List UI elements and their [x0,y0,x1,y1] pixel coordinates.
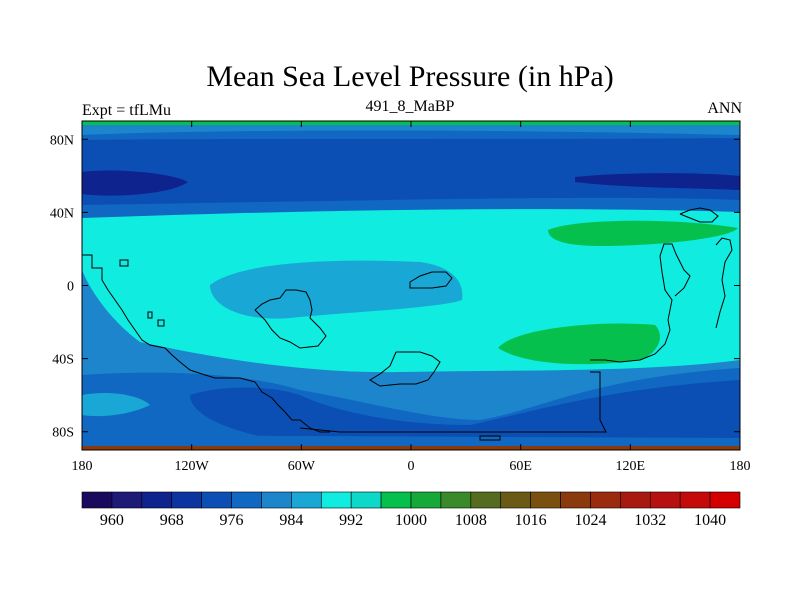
colorbar-swatch [141,491,173,509]
coastline-equatorial [409,271,453,289]
colorbar-label: 1016 [515,512,547,529]
colorbar-swatch [649,491,681,509]
coastline-north-asia [679,207,719,223]
x-tick-label: 60E [509,459,532,474]
coastline-asia [590,243,691,363]
coastline-americas [82,254,330,433]
y-tick-label: 0 [67,280,74,295]
colorbar-swatch [410,491,442,509]
season-label: ANN [707,100,742,117]
colorbar-swatch [81,491,113,509]
colorbar-swatch [320,491,352,509]
field-low-center-east [575,173,740,190]
field-tropics-low [210,260,463,319]
colorbar-label: 992 [339,512,363,529]
run-label: 491_8_MaBP [365,98,455,115]
colorbar-swatch [500,491,531,509]
colorbar-swatch [709,491,741,509]
colorbar-label: 1024 [574,512,606,529]
field-high-north [548,220,738,246]
coastline-island-d [479,435,501,441]
colorbar-swatch [291,491,322,509]
colorbar-swatch [440,491,472,509]
field-low-center-west [82,170,188,196]
colorbar-label: 960 [100,512,124,529]
x-tick-label: 120E [616,459,646,474]
coastline-east [715,237,733,329]
x-axis: 180 120W 60W 0 60E 120E 180 [72,121,751,474]
colorbar-swatch [380,491,412,509]
coastline-africa [369,351,441,387]
y-tick-label: 80S [52,426,74,441]
field-south-lighter [82,393,150,417]
coastline-island-a [119,259,129,267]
colorbar-label: 1032 [634,512,666,529]
coastline-antarctica [299,371,607,433]
x-tick-label: 60W [288,459,316,474]
colorbar-swatch [620,491,651,509]
y-tick-label: 40S [52,353,74,368]
colorbar-swatch [679,491,711,509]
y-tick-label: 40N [50,206,74,221]
colorbar-label: 1008 [455,512,487,529]
chart-title: Mean Sea Level Pressure (in hPa) [206,60,614,93]
coastline-island-b [147,311,153,319]
x-tick-label: 180 [72,459,93,474]
colorbar: 960 968 976 984 992 1000 1008 1016 1024 1032 1040 [81,491,741,529]
x-tick-label: 180 [730,459,751,474]
colorbar-swatch [261,491,292,509]
colorbar-label: 984 [279,512,303,529]
x-tick-label: 0 [408,459,415,474]
colorbar-swatch [560,491,591,509]
colorbar-label: 1040 [694,512,726,529]
colorbar-swatch [530,491,561,509]
coastline-south-america [254,289,327,349]
colorbar-label: 1000 [395,512,427,529]
field-south-low-core [190,380,740,443]
colorbar-swatch [470,491,502,509]
colorbar-swatch [201,491,232,509]
colorbar-label: 968 [160,512,184,529]
field-high-south [498,323,660,365]
colorbar-swatch [231,491,262,509]
y-tick-label: 80N [50,133,74,148]
field-north-low-core [82,138,740,205]
colorbar-swatch [171,491,202,509]
colorbar-swatch [350,491,382,509]
colorbar-swatch [590,491,621,509]
map-field [82,121,740,450]
colorbar-swatch [111,491,143,509]
experiment-label: Expt = tfLMu [82,102,172,119]
y-axis: 80N 40N 0 40S 80S [50,133,740,441]
colorbar-label: 976 [220,512,244,529]
x-tick-label: 120W [175,459,210,474]
coastline-island-c [157,319,165,327]
coastlines [82,207,733,441]
